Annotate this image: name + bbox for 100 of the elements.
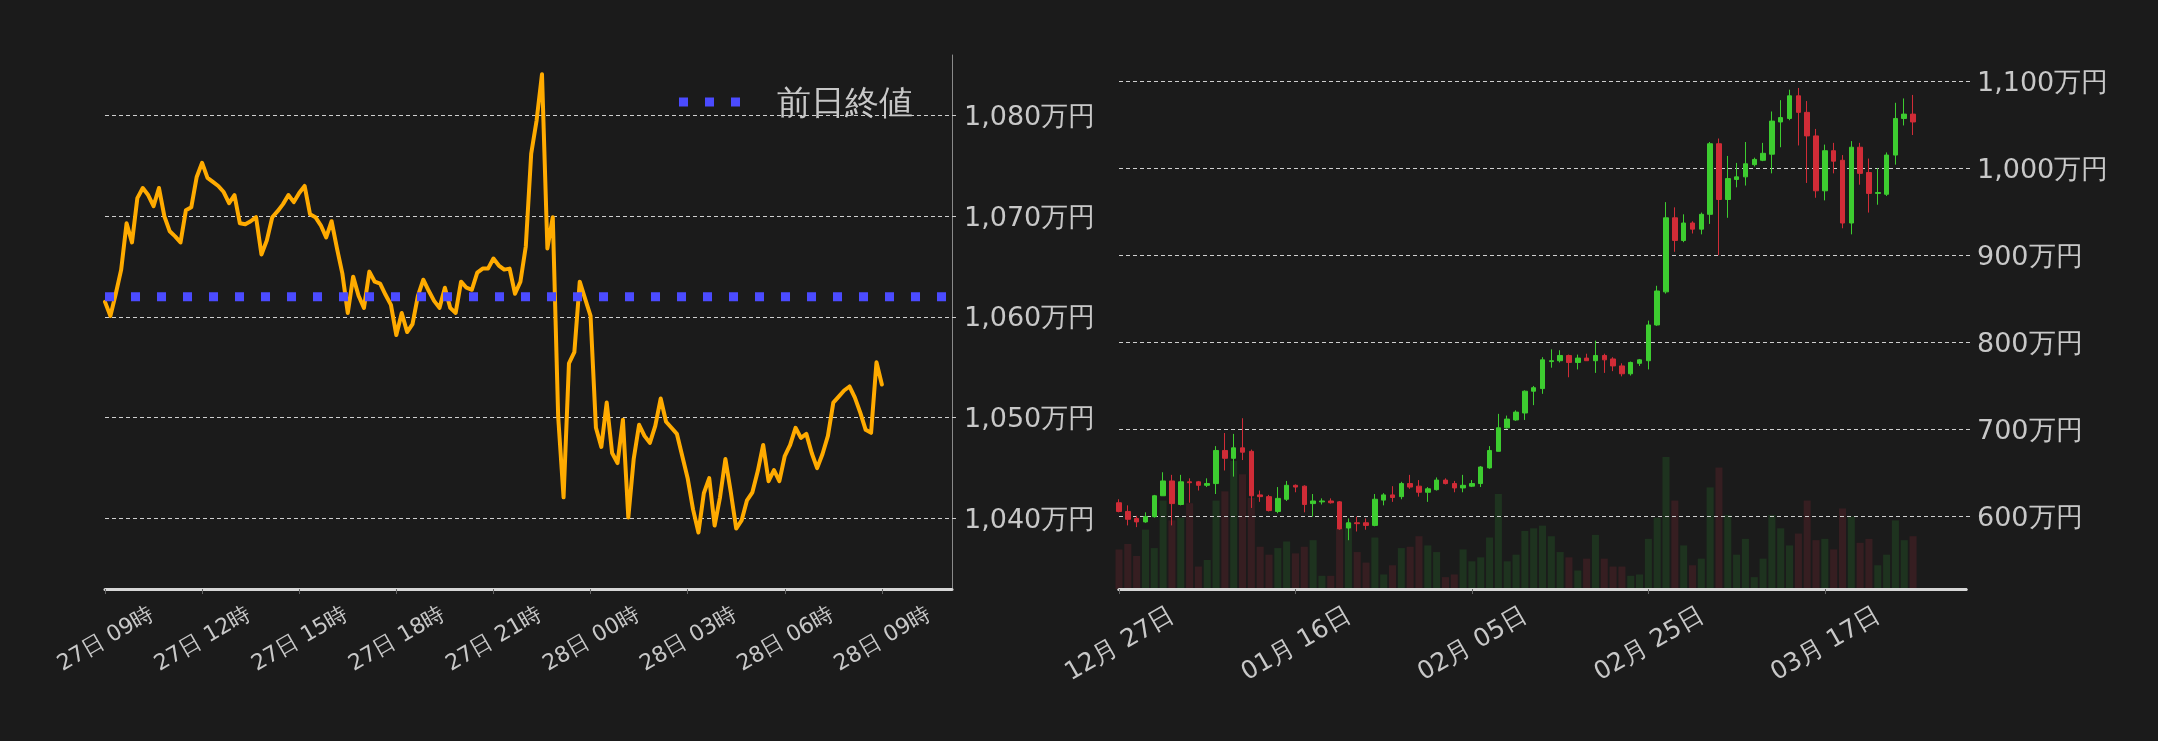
candlestick <box>1549 348 1554 369</box>
candlestick <box>1372 493 1378 527</box>
candlestick <box>1857 142 1863 186</box>
bar <box>1380 574 1388 589</box>
candlestick <box>1240 417 1245 461</box>
candlestick <box>1681 213 1686 243</box>
candlestick <box>1196 480 1201 492</box>
bar <box>1547 536 1555 589</box>
bar <box>1627 575 1635 589</box>
bar <box>1300 546 1308 589</box>
bar <box>1150 548 1158 589</box>
candlestick <box>1531 385 1536 406</box>
bar <box>1486 537 1494 589</box>
bar <box>1477 557 1485 589</box>
bar <box>1327 575 1335 589</box>
candlestick <box>1804 100 1810 184</box>
bar <box>1900 540 1908 589</box>
bar <box>1909 536 1917 589</box>
candlestick <box>1743 141 1748 187</box>
candlestick <box>1672 206 1678 253</box>
candlestick <box>1884 151 1889 197</box>
bar <box>1424 545 1432 589</box>
candlestick <box>1654 285 1660 327</box>
candlestick <box>1363 517 1369 531</box>
x-tick-label: 01月 16日 <box>1235 600 1356 686</box>
candlestick <box>1434 476 1439 492</box>
candlestick <box>1143 511 1148 524</box>
bar <box>1724 515 1732 589</box>
bar <box>1838 508 1847 589</box>
candlestick <box>1381 492 1386 506</box>
candlestick <box>1716 138 1722 256</box>
bar <box>1715 467 1723 589</box>
candlestick <box>1354 516 1360 532</box>
candlestick <box>1566 354 1572 378</box>
bar <box>1821 538 1829 589</box>
y-tick-label: 1,040万円 <box>964 502 1096 534</box>
bar <box>1697 558 1705 589</box>
bar <box>1680 545 1688 589</box>
bar <box>1671 500 1679 589</box>
candlestick <box>1319 497 1325 505</box>
bar <box>1441 577 1449 589</box>
candlestick <box>1699 212 1704 235</box>
bar <box>1600 558 1608 589</box>
candlestick <box>1213 445 1219 495</box>
candlestick <box>1116 498 1122 513</box>
bar <box>1221 491 1229 589</box>
bar <box>1291 553 1299 589</box>
candlestick <box>1602 353 1607 374</box>
bar <box>1538 525 1547 589</box>
bar <box>1794 533 1802 589</box>
candlestick <box>1310 493 1316 518</box>
candlestick <box>1787 89 1792 121</box>
bar <box>1847 516 1855 589</box>
bar <box>1494 493 1502 589</box>
candlestick <box>1257 490 1263 503</box>
candlestick <box>1752 157 1757 167</box>
candlestick <box>1725 155 1731 219</box>
bar <box>1750 577 1758 589</box>
candlestick <box>1399 481 1404 500</box>
bar <box>1230 460 1238 589</box>
candlestick <box>1875 167 1881 206</box>
bar <box>1786 545 1794 589</box>
bar <box>1194 566 1202 589</box>
y-tick-label: 600万円 <box>1977 501 2083 533</box>
bar <box>1583 558 1591 589</box>
bar <box>1883 554 1891 589</box>
candlestick <box>1187 477 1192 504</box>
candlestick <box>1910 94 1916 136</box>
x-tick-label: 02月 05日 <box>1412 600 1532 686</box>
candlestick <box>1637 358 1642 367</box>
y-tick-label: 800万円 <box>1977 326 2083 358</box>
y-tick-label: 1,080万円 <box>964 99 1096 131</box>
bar <box>1212 500 1220 589</box>
candlestick <box>1222 432 1228 471</box>
candlestick <box>1284 480 1289 502</box>
bar <box>1159 500 1167 589</box>
bar <box>1238 474 1247 589</box>
candlestick <box>1540 356 1545 395</box>
y-tick-label: 900万円 <box>1977 239 2083 271</box>
y-tick-label: 1,060万円 <box>964 301 1096 333</box>
bar <box>1530 528 1538 589</box>
candlestick <box>1831 142 1836 174</box>
candlestick <box>1443 477 1448 485</box>
bar <box>1574 570 1582 589</box>
bar <box>1874 565 1882 589</box>
candlestick <box>1901 97 1907 126</box>
bar <box>1362 562 1370 589</box>
candlestick <box>1557 349 1563 363</box>
candlestick <box>1707 141 1713 225</box>
y-tick-label: 1,000万円 <box>1977 152 2109 184</box>
bar <box>1168 520 1176 589</box>
candlestick <box>1769 111 1775 174</box>
candlestick <box>1663 201 1669 295</box>
candlestick <box>1469 479 1475 488</box>
candlestick <box>1275 486 1281 514</box>
candlestick <box>1822 144 1828 201</box>
bar <box>1388 565 1397 589</box>
bar <box>1636 574 1644 589</box>
bar <box>1397 548 1405 589</box>
candlestick <box>1416 479 1422 498</box>
